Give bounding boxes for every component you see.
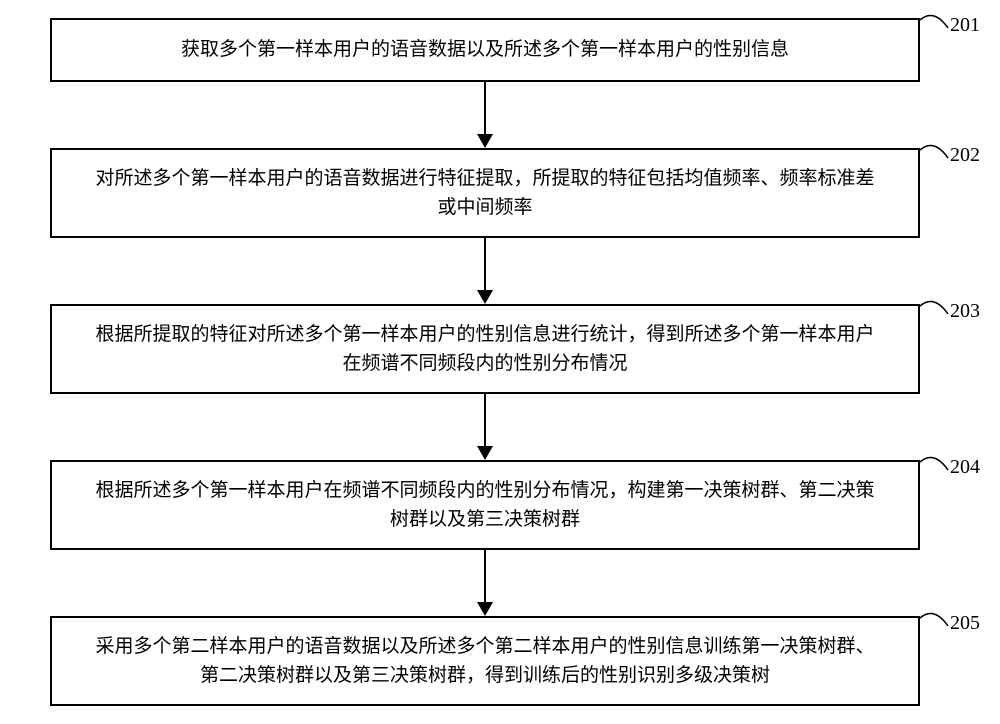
arrow-s4-s5 [0, 0, 1000, 724]
